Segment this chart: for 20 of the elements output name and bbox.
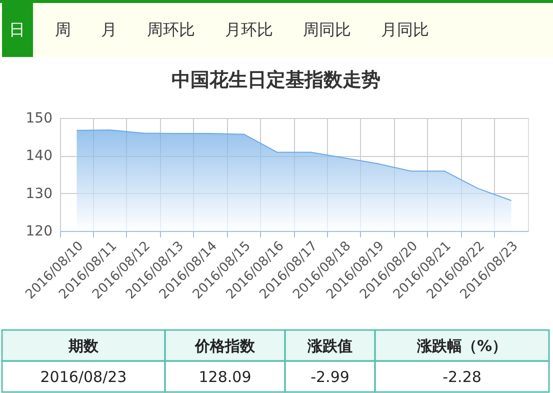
text: -2.99 xyxy=(310,368,350,386)
text: 日 xyxy=(9,20,25,39)
text: 月 xyxy=(101,20,117,39)
text: -2.28 xyxy=(442,368,482,386)
text: 价格指数 xyxy=(194,337,256,355)
chart-title: 中国花生日定基指数走势 xyxy=(172,69,380,91)
text: 2016/08/23 xyxy=(40,368,127,386)
text: 周 xyxy=(55,20,71,39)
text: 涨跌值 xyxy=(306,337,352,355)
y-tick-label: 140 xyxy=(26,148,52,164)
y-tick-label: 150 xyxy=(26,110,52,126)
text: 128.09 xyxy=(198,368,252,386)
text: 期数 xyxy=(68,337,100,355)
text: 月同比 xyxy=(381,20,429,39)
y-tick-label: 120 xyxy=(26,224,52,240)
text: 月环比 xyxy=(225,20,273,39)
y-tick-label: 130 xyxy=(26,186,52,202)
text: 周环比 xyxy=(147,20,195,39)
text: 涨跌幅（%） xyxy=(416,337,508,355)
text: 周同比 xyxy=(303,20,351,39)
